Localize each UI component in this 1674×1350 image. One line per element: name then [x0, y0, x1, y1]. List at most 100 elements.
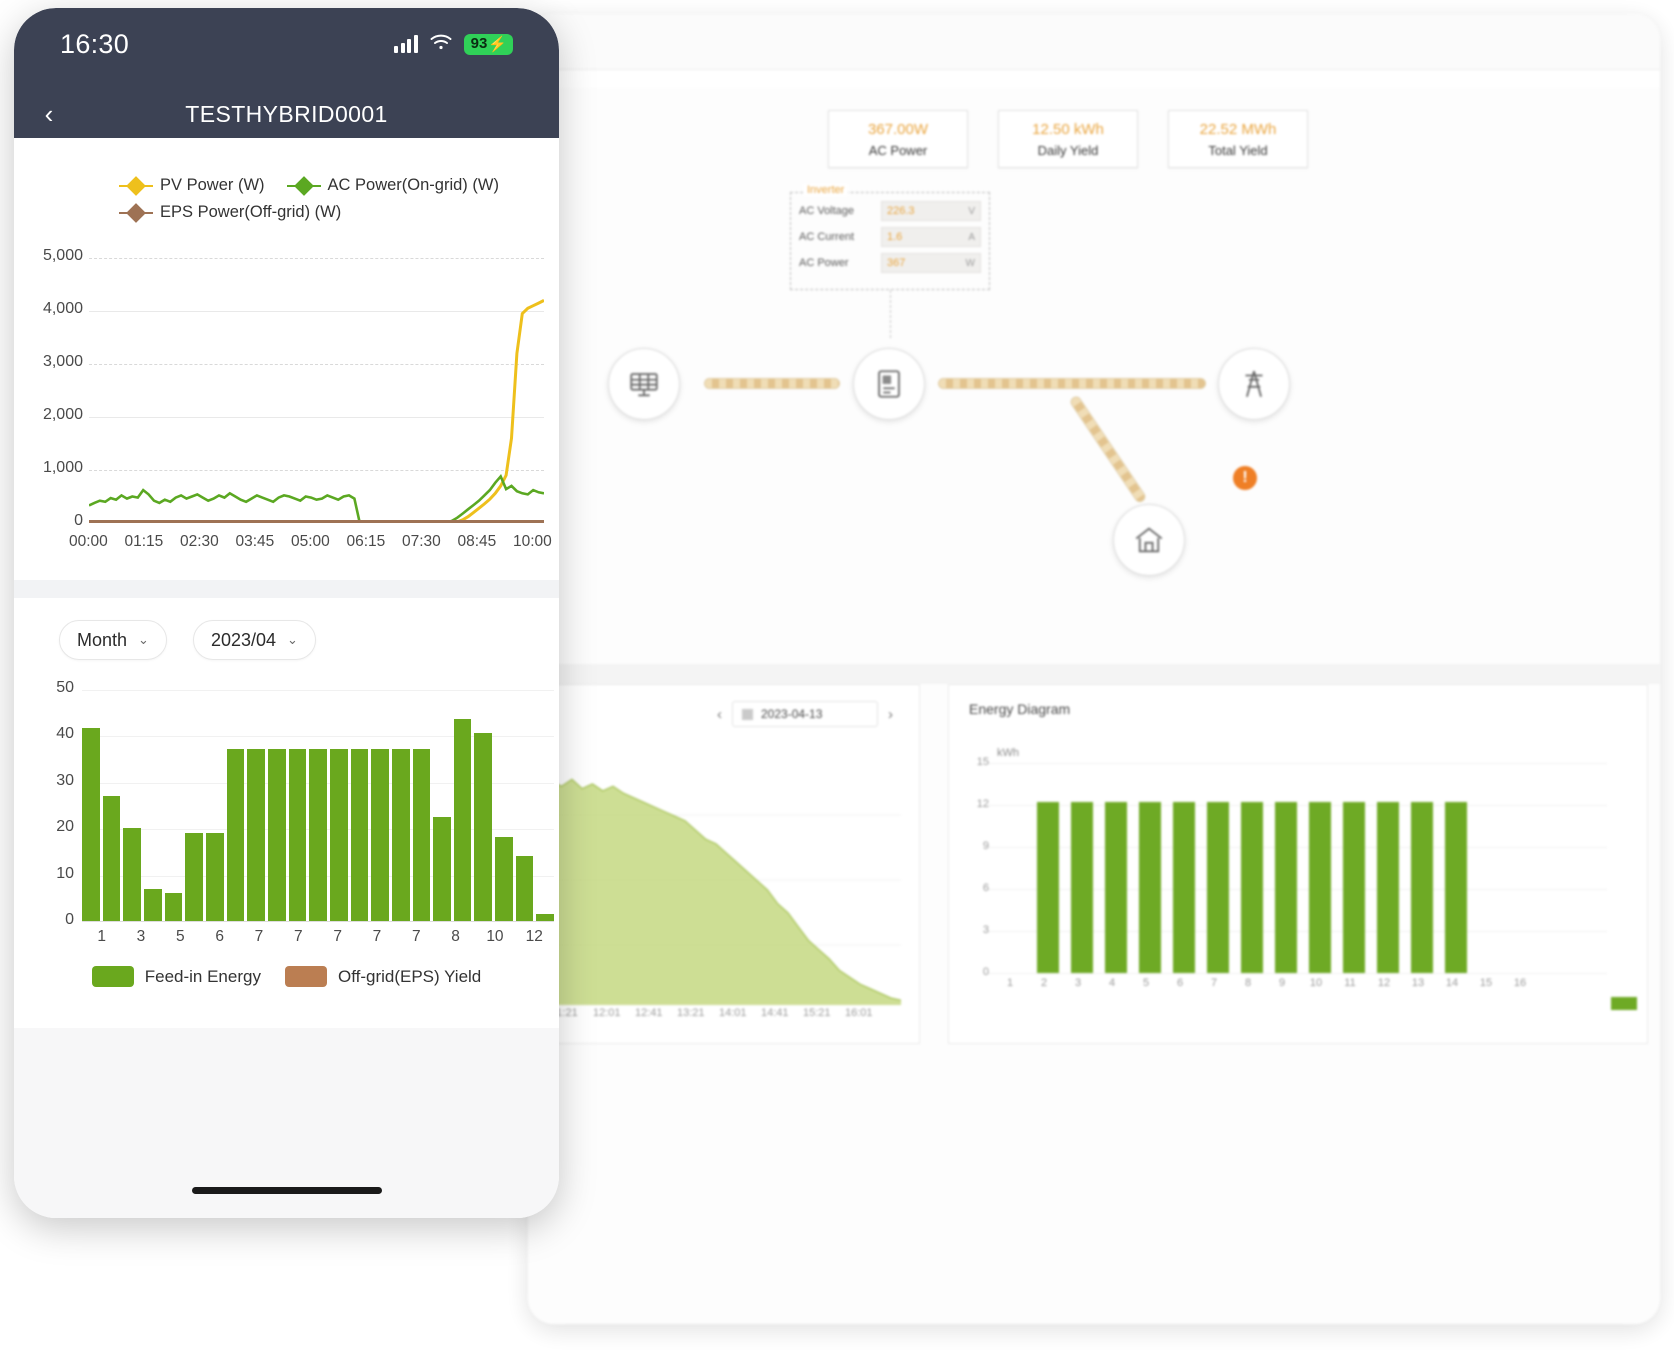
energy-bar-group	[1037, 763, 1603, 973]
power-chart-gridline	[89, 417, 544, 418]
bar[interactable]	[123, 828, 141, 921]
bar[interactable]	[267, 749, 286, 921]
legend-label: Off-grid(EPS) Yield	[337, 966, 482, 986]
legend-item-ac-power[interactable]: AC Power(On-grid) (W)	[286, 175, 499, 196]
legend-marker-icon	[286, 175, 321, 196]
bar[interactable]	[185, 832, 203, 921]
bar[interactable]	[205, 832, 224, 921]
power-chart-xtick: 08:45	[457, 533, 497, 550]
bar[interactable]	[329, 749, 348, 921]
bar-chart-xtick: 7	[293, 928, 303, 945]
energy-bar[interactable]	[1071, 802, 1093, 973]
bar[interactable]	[495, 837, 513, 921]
energy-xtick: 4	[1108, 977, 1116, 989]
energy-bar[interactable]	[1309, 802, 1331, 973]
energy-bar[interactable]	[1411, 802, 1433, 973]
energy-ytick: 0	[982, 966, 989, 978]
power-chart-xtick: 10:00	[513, 533, 552, 550]
bar[interactable]	[453, 719, 472, 921]
energy-xtick: 10	[1309, 977, 1323, 989]
inverter-info-box: Inverter AC Voltage 226.3 V AC Current 1…	[790, 184, 990, 290]
bar[interactable]	[391, 749, 410, 921]
bar[interactable]	[82, 728, 100, 921]
bar[interactable]	[288, 749, 307, 921]
area-xtick: 16:01	[845, 1007, 873, 1019]
inverter-param-name: AC Current	[799, 231, 855, 243]
bar[interactable]	[536, 914, 555, 921]
energy-xtick: 15	[1479, 977, 1493, 989]
bar-chart-xtick: 7	[333, 928, 342, 945]
legend-swatch	[91, 966, 134, 987]
energy-bar[interactable]	[1445, 802, 1467, 973]
pv-panel-icon[interactable]	[608, 348, 680, 420]
bar-chart-ytick: 50	[56, 679, 74, 696]
inverter-icon[interactable]	[853, 348, 925, 420]
legend-item-offgrid-eps-yield[interactable]: Off-grid(EPS) Yield	[284, 966, 482, 987]
tablet-toolbar	[528, 14, 1660, 70]
bar[interactable]	[226, 749, 245, 921]
next-date-button[interactable]: ›	[888, 705, 893, 723]
grid-tower-icon[interactable]	[1218, 348, 1290, 420]
power-chart-axis-line	[89, 520, 544, 523]
energy-diagram-plot: 0 3 6 9 12 15	[977, 756, 1617, 978]
legend-label: AC Power(On-grid) (W)	[327, 176, 499, 194]
bar[interactable]	[371, 749, 389, 921]
battery-charging-icon: ⚡	[488, 35, 507, 53]
energy-diagram-legend	[1611, 997, 1637, 1010]
back-button[interactable]: ‹	[44, 99, 54, 129]
monthly-chart-legend: Feed-in Energy Off-grid(EPS) Yield	[14, 966, 559, 987]
chevron-down-icon: ⌄	[138, 632, 149, 647]
energy-ytick: 9	[982, 840, 989, 852]
bar[interactable]	[515, 856, 534, 921]
tablet-content: 367.00W AC Power 12.50 kWh Daily Yield 2…	[528, 14, 1660, 1324]
legend-item-eps-power[interactable]: EPS Power(Off-grid) (W)	[119, 202, 342, 223]
bar[interactable]	[350, 749, 369, 921]
energy-xtick: 16	[1513, 977, 1527, 989]
bar[interactable]	[143, 888, 162, 921]
warning-alert-icon[interactable]: !	[1233, 466, 1257, 490]
bar[interactable]	[247, 749, 265, 921]
energy-gridline	[987, 889, 1607, 890]
bar-chart-xtick: 8	[451, 928, 460, 945]
date-picker[interactable]: 2023-04-13	[732, 701, 878, 727]
power-chart-ytick: 2,000	[42, 406, 83, 423]
legend-label: PV Power (W)	[160, 176, 265, 194]
energy-bar[interactable]	[1105, 802, 1127, 973]
bar[interactable]	[474, 733, 493, 921]
period-select[interactable]: Month ⌄	[59, 620, 167, 660]
energy-ytick: 12	[976, 798, 989, 810]
inverter-leader-line	[890, 290, 891, 338]
energy-bar[interactable]	[1037, 802, 1059, 973]
prev-date-button[interactable]: ‹	[717, 705, 722, 723]
energy-bar[interactable]	[1275, 802, 1297, 973]
legend-item-feed-in-energy[interactable]: Feed-in Energy	[91, 966, 261, 987]
bar[interactable]	[433, 816, 451, 921]
power-chart-xtick: 02:30	[180, 533, 219, 550]
energy-bar[interactable]	[1343, 802, 1365, 973]
area-chart-xaxis: 11:21 12:01 12:41 13:21 14:01 14:41 15:21 16:01	[551, 1007, 887, 1019]
bar[interactable]	[102, 795, 121, 921]
daily-power-panel: ‹ 2023-04-13 › 11:21 12:01 12:41 13:21 14:01…	[528, 684, 920, 1044]
area-xtick: 12:01	[593, 1007, 621, 1019]
legend-label: Feed-in Energy	[144, 966, 261, 986]
power-chart-xtick: 05:00	[291, 533, 330, 550]
panel-divider	[528, 664, 1660, 684]
background-tablet-window: 367.00W AC Power 12.50 kWh Daily Yield 2…	[528, 14, 1660, 1324]
home-icon[interactable]	[1113, 504, 1185, 576]
energy-bar[interactable]	[1241, 802, 1263, 973]
energy-bar[interactable]	[1173, 802, 1195, 973]
bar[interactable]	[164, 893, 183, 921]
phone-window: 16:30 93 ⚡ ‹ TESTHYBRID0001	[14, 8, 559, 1218]
kpi-label: Total Yield	[1208, 142, 1268, 158]
energy-bar[interactable]	[1377, 802, 1399, 973]
date-select[interactable]: 2023/04 ⌄	[192, 620, 316, 660]
energy-bar[interactable]	[1207, 802, 1229, 973]
legend-item-pv-power[interactable]: PV Power (W)	[119, 175, 265, 196]
kpi-card-ac-power: 367.00W AC Power	[828, 110, 968, 168]
energy-bar[interactable]	[1139, 802, 1161, 973]
bar-group	[82, 690, 555, 921]
bar[interactable]	[412, 749, 431, 921]
bar[interactable]	[309, 749, 327, 921]
legend-label: EPS Power(Off-grid) (W)	[160, 203, 342, 221]
wifi-icon	[429, 33, 453, 56]
